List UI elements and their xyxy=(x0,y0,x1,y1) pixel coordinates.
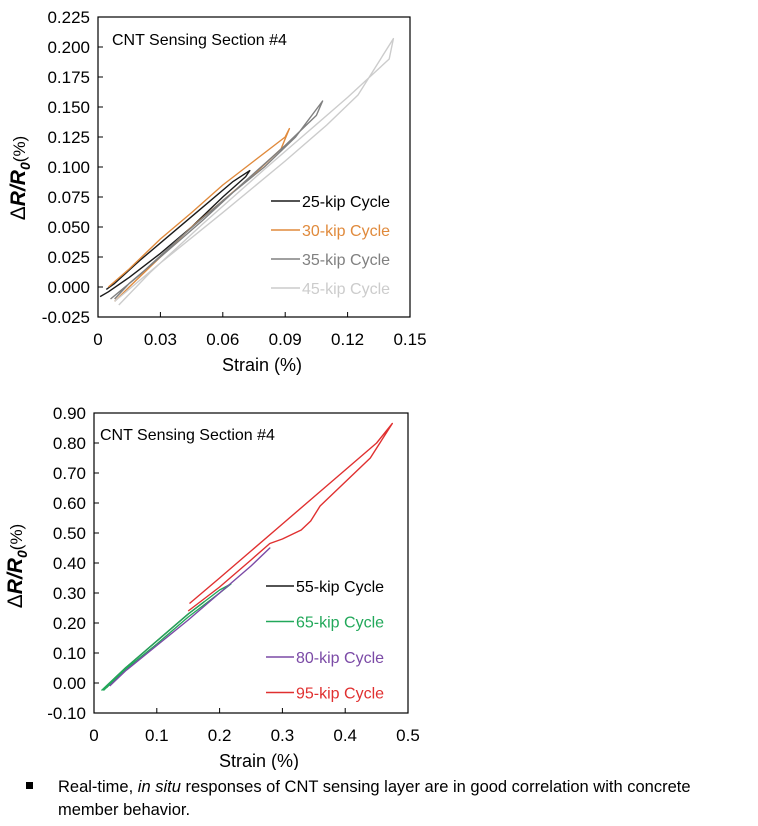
y-tick-label: 0.125 xyxy=(47,128,90,147)
y-axis-label-part: R xyxy=(7,190,30,206)
y-tick-label: -0.025 xyxy=(42,308,90,327)
bullet-marker xyxy=(26,782,33,789)
y-tick-label: 0.050 xyxy=(47,218,90,237)
caption-text: Real-time, in situ responses of CNT sens… xyxy=(58,776,748,822)
y-tick-label: 0.70 xyxy=(53,464,86,483)
y-axis-label-part: 0 xyxy=(17,162,33,170)
caption-plain-1: Real-time, xyxy=(58,778,138,796)
x-tick-label: 0.1 xyxy=(145,726,169,745)
legend-label: 55-kip Cycle xyxy=(296,579,384,596)
y-tick-label: 0.025 xyxy=(47,248,90,267)
x-tick-label: 0.15 xyxy=(393,330,426,349)
legend-label: 80-kip Cycle xyxy=(296,650,384,667)
series-line xyxy=(110,100,324,300)
y-tick-label: 0.30 xyxy=(53,584,86,603)
chart-title: CNT Sensing Section #4 xyxy=(100,427,275,444)
series-line xyxy=(109,547,271,687)
x-axis-label: Strain (%) xyxy=(222,355,302,375)
y-tick-label: 0.50 xyxy=(53,524,86,543)
legend-label: 45-kip Cycle xyxy=(302,281,390,298)
x-tick-label: 0.4 xyxy=(333,726,357,745)
y-tick-label: 0.200 xyxy=(47,38,90,57)
x-tick-label: 0.3 xyxy=(271,726,295,745)
y-axis-label-part: / xyxy=(7,183,30,192)
chart-2: -0.100.000.100.200.300.400.500.600.700.8… xyxy=(4,404,420,770)
x-tick-label: 0.06 xyxy=(206,330,239,349)
legend-label: 35-kip Cycle xyxy=(302,252,390,269)
y-axis-label-part: (%) xyxy=(10,136,29,162)
legend-label: 65-kip Cycle xyxy=(296,615,384,632)
caption-plain-2: responses of CNT sensing layer are in go… xyxy=(58,778,691,819)
y-tick-label: 0.225 xyxy=(47,8,90,27)
y-tick-label: 0.40 xyxy=(53,554,86,573)
y-axis-label-part: / xyxy=(4,571,27,580)
legend-label: 25-kip Cycle xyxy=(302,194,390,211)
y-tick-label: 0.150 xyxy=(47,98,90,117)
y-tick-label: 0.60 xyxy=(53,494,86,513)
x-tick-label: 0.03 xyxy=(144,330,177,349)
y-tick-label: 0.175 xyxy=(47,68,90,87)
caption-italic: in situ xyxy=(137,778,181,796)
x-tick-label: 0.09 xyxy=(269,330,302,349)
y-axis-label-part: R xyxy=(7,169,30,185)
y-axis-label: ΔR/R0(%) xyxy=(4,524,30,608)
y-axis-label: ΔR/R0(%) xyxy=(7,136,33,220)
series-line xyxy=(114,37,395,306)
y-axis-label-part: Δ xyxy=(7,206,30,220)
x-tick-label: 0 xyxy=(89,726,98,745)
series-line xyxy=(107,127,291,302)
plot-frame xyxy=(93,412,409,714)
x-tick-label: 0.2 xyxy=(208,726,232,745)
legend-label: 95-kip Cycle xyxy=(296,686,384,703)
series-line xyxy=(99,169,251,298)
chart-1: -0.025 0.000 0.025 0.050 0.075 0.100 0.125 0.15… xyxy=(7,8,427,375)
y-tick-label: -0.10 xyxy=(47,704,86,723)
y-tick-label: 0.20 xyxy=(53,614,86,633)
chart-canvas: -0.0250.0000.0250.0500.0750.1000.1250.15… xyxy=(4,8,427,770)
y-tick-label: 0.10 xyxy=(53,644,86,663)
x-tick-label: 0.5 xyxy=(396,726,420,745)
y-tick-label: 0.80 xyxy=(53,434,86,453)
y-tick-label: 0.00 xyxy=(53,674,86,693)
y-tick-label: 0.100 xyxy=(47,158,90,177)
x-tick-label: 0.12 xyxy=(331,330,364,349)
y-tick-label: 0.075 xyxy=(47,188,90,207)
y-tick-label: 0.90 xyxy=(53,404,86,423)
series-line xyxy=(187,422,393,612)
x-tick-label: 0 xyxy=(93,330,102,349)
y-axis-label-part: (%) xyxy=(7,524,26,550)
y-axis-label-part: R xyxy=(4,578,27,594)
x-axis-label: Strain (%) xyxy=(219,751,299,770)
y-axis-label-part: 0 xyxy=(14,550,30,558)
legend-label: 30-kip Cycle xyxy=(302,223,390,240)
chart-title: CNT Sensing Section #4 xyxy=(112,32,287,49)
y-axis-label-part: Δ xyxy=(4,594,27,608)
y-tick-label: 0.000 xyxy=(47,278,90,297)
y-axis-label-part: R xyxy=(4,557,27,573)
